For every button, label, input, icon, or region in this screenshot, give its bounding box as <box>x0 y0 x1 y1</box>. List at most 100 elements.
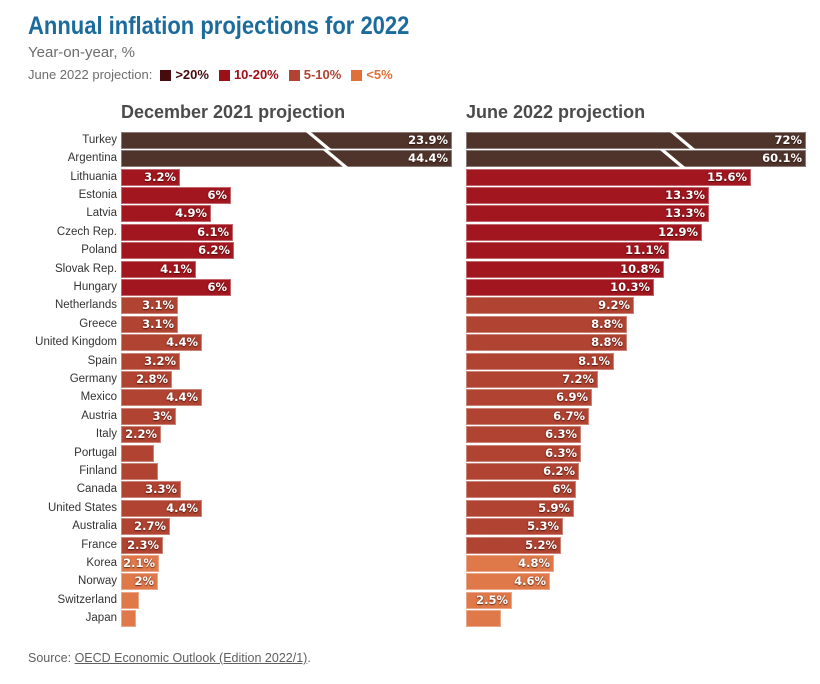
june-bar[interactable]: 8.1% <box>466 352 614 370</box>
june-value-label: 11.1% <box>625 243 665 258</box>
dec-bar[interactable]: 3.1% <box>121 297 178 315</box>
country-row: Spain 3.2% 8.1% <box>28 352 806 370</box>
dec-bar[interactable]: 4.4% <box>121 334 202 352</box>
dec-bar-track <box>117 444 466 462</box>
dec-bar[interactable]: 6% <box>121 186 231 204</box>
june-bar[interactable]: 15.6% <box>466 168 751 186</box>
june-bar[interactable]: 4.6% <box>466 573 550 591</box>
june-bar-track: 8.1% <box>466 352 806 370</box>
dec-bar[interactable]: 3.2% <box>121 352 180 370</box>
dec-value-label: 2.7% <box>134 519 166 534</box>
country-label: Poland <box>81 244 117 257</box>
june-bar-track: 6.3% <box>466 444 806 462</box>
june-bar-track: 10.3% <box>466 278 806 296</box>
june-bar[interactable]: 8.8% <box>466 315 627 333</box>
legend-swatch-icon <box>288 69 300 81</box>
dec-bar[interactable]: 4.1% <box>121 260 196 278</box>
june-value-label: 8.1% <box>578 353 610 368</box>
june-bar[interactable]: 10.3% <box>466 278 654 296</box>
june-value-label: 10.3% <box>610 279 650 294</box>
dec-bar-track: 23.9% <box>117 130 466 150</box>
dec-bar[interactable]: 2% <box>121 573 158 591</box>
dec-bar[interactable]: 3.2% <box>121 168 180 186</box>
country-label: Mexico <box>80 391 117 404</box>
country-row: Japan <box>28 610 806 628</box>
june-bar[interactable]: 13.3% <box>466 186 709 204</box>
dec-bar-track: 3.3% <box>117 481 466 499</box>
june-bar[interactable]: 6.3% <box>466 426 581 444</box>
june-bar[interactable]: 4.8% <box>466 555 554 573</box>
dec-value-label: 2% <box>134 574 154 589</box>
june-value-label: 10.8% <box>620 261 660 276</box>
june-bar-track: 10.8% <box>466 260 806 278</box>
dec-bar-track: 2.3% <box>117 536 466 554</box>
june-bar[interactable]: 6% <box>466 481 576 499</box>
country-label: Australia <box>72 520 117 533</box>
dec-bar[interactable]: 2.3% <box>121 536 163 554</box>
bar-rows: Turkey 23.9% 72% Argentina 44.4% 60.1% L… <box>28 130 806 628</box>
june-bar[interactable]: 13.3% <box>466 205 709 223</box>
june-bar-track <box>466 610 806 628</box>
dec-bar[interactable]: 2.2% <box>121 426 161 444</box>
dec-value-label: 4.4% <box>166 335 198 350</box>
june-bar[interactable]: 9.2% <box>466 297 634 315</box>
dec-bar[interactable]: 2.1% <box>121 555 159 573</box>
country-label: Estonia <box>78 188 117 201</box>
june-bar[interactable]: 6.7% <box>466 407 589 425</box>
dec-bar[interactable] <box>121 463 158 481</box>
dec-bar[interactable]: 6.2% <box>121 242 234 260</box>
country-label: Argentina <box>67 152 117 165</box>
dec-bar[interactable]: 6% <box>121 278 231 296</box>
june-bar[interactable]: 6.3% <box>466 444 581 462</box>
dec-bar[interactable]: 4.9% <box>121 205 211 223</box>
dec-bar[interactable]: 23.9% <box>121 130 452 150</box>
june-value-label: 4.6% <box>514 574 546 589</box>
june-bar[interactable]: 5.2% <box>466 536 561 554</box>
dec-value-label: 3.2% <box>144 169 176 184</box>
june-bar[interactable] <box>466 610 501 628</box>
dec-bar[interactable]: 3.3% <box>121 481 181 499</box>
dec-bar[interactable]: 6.1% <box>121 223 233 241</box>
dec-value-label: 23.9% <box>408 132 448 147</box>
dec-bar[interactable]: 4.4% <box>121 499 202 517</box>
country-label: Norway <box>78 575 117 588</box>
page-title: Annual inflation projections for 2022 <box>28 12 410 40</box>
june-bar[interactable]: 6.9% <box>466 389 592 407</box>
country-row: France 2.3% 5.2% <box>28 536 806 554</box>
june-bar[interactable]: 10.8% <box>466 260 664 278</box>
june-bar[interactable]: 7.2% <box>466 370 598 388</box>
dec-bar[interactable]: 3% <box>121 407 176 425</box>
dec-bar[interactable]: 3.1% <box>121 315 178 333</box>
june-value-label: 13.3% <box>665 206 705 221</box>
country-row: Italy 2.2% 6.3% <box>28 426 806 444</box>
dec-bar[interactable]: 44.4% <box>121 149 452 169</box>
june-bar-track: 5.2% <box>466 536 806 554</box>
june-bar[interactable]: 2.5% <box>466 591 512 609</box>
source-link[interactable]: OECD Economic Outlook (Edition 2022/1) <box>74 650 308 665</box>
dec-value-label: 6% <box>207 279 227 294</box>
june-bar[interactable]: 60.1% <box>466 149 806 169</box>
dec-bar[interactable]: 4.4% <box>121 389 202 407</box>
dec-value-label: 3% <box>152 408 172 423</box>
june-bar[interactable]: 5.3% <box>466 518 563 536</box>
dec-bar-track: 3.1% <box>117 297 466 315</box>
june-bar[interactable]: 72% <box>466 130 806 150</box>
dec-bar[interactable] <box>121 444 154 462</box>
june-bar[interactable]: 6.2% <box>466 463 579 481</box>
dec-bar[interactable] <box>121 610 136 628</box>
country-label: France <box>81 538 117 551</box>
june-value-label: 8.8% <box>591 316 623 331</box>
june-bar[interactable]: 5.9% <box>466 499 574 517</box>
june-bar[interactable]: 11.1% <box>466 242 669 260</box>
dec-bar[interactable] <box>121 591 139 609</box>
dec-value-label: 3.2% <box>144 353 176 368</box>
dec-value-label: 2.8% <box>136 371 168 386</box>
june-bar[interactable]: 12.9% <box>466 223 702 241</box>
dec-bar[interactable]: 2.8% <box>121 370 172 388</box>
country-row: Hungary 6% 10.3% <box>28 278 806 296</box>
dec-value-label: 6.1% <box>197 224 229 239</box>
country-label: United States <box>47 501 117 514</box>
june-bar[interactable]: 8.8% <box>466 334 627 352</box>
dec-bar-track: 6.1% <box>117 223 466 241</box>
dec-bar[interactable]: 2.7% <box>121 518 170 536</box>
